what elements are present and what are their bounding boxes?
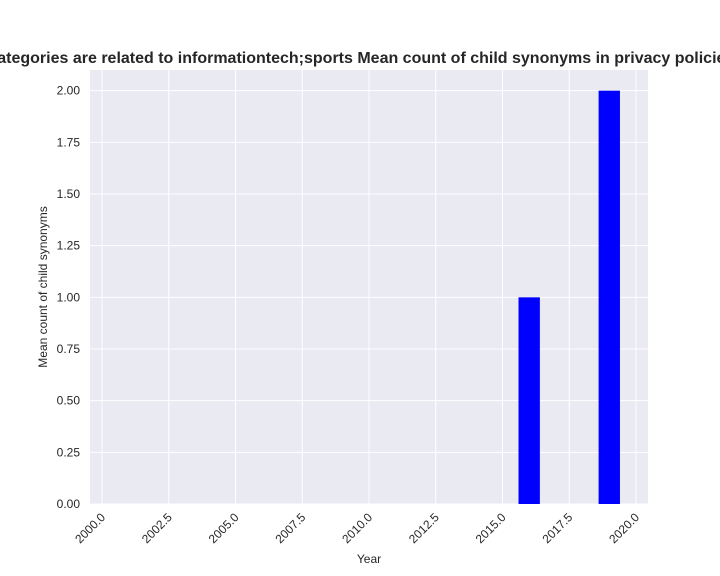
grid-lines [90, 70, 648, 505]
x-tick-label: 2002.5 [139, 510, 175, 546]
y-tick-labels: 0.00 0.25 0.50 0.75 1.00 1.25 1.50 1.75 2.00 [57, 84, 81, 511]
x-tick-labels: 2000.0 2002.5 2005.0 2007.5 2010.0 2012.5 2015… [72, 510, 642, 546]
x-axis-label: Year [357, 552, 381, 566]
chart-title: Categories are related to informationtec… [0, 50, 720, 67]
x-tick-label: 2007.5 [273, 510, 309, 546]
y-tick-label: 0.00 [57, 497, 81, 511]
y-axis-label: Mean count of child synonyms [36, 206, 50, 367]
y-tick-label: 0.25 [57, 445, 81, 459]
y-tick-label: 0.50 [57, 394, 81, 408]
y-tick-label: 1.25 [57, 239, 81, 253]
x-tick-label: 2012.5 [406, 510, 442, 546]
x-tick-label: 2005.0 [206, 510, 242, 546]
y-tick-label: 2.00 [57, 84, 81, 98]
x-tick-label: 2010.0 [339, 510, 375, 546]
y-tick-label: 1.75 [57, 135, 81, 149]
x-tick-label: 2017.5 [540, 510, 576, 546]
y-tick-label: 1.50 [57, 187, 81, 201]
x-tick-label: 2000.0 [72, 510, 108, 546]
bars [518, 90, 620, 505]
x-tick-label: 2020.0 [606, 510, 642, 546]
y-tick-label: 0.75 [57, 342, 81, 356]
bar [518, 297, 540, 504]
y-tick-label: 1.00 [57, 290, 81, 304]
x-tick-label: 2015.0 [473, 510, 509, 546]
bar [598, 90, 620, 505]
